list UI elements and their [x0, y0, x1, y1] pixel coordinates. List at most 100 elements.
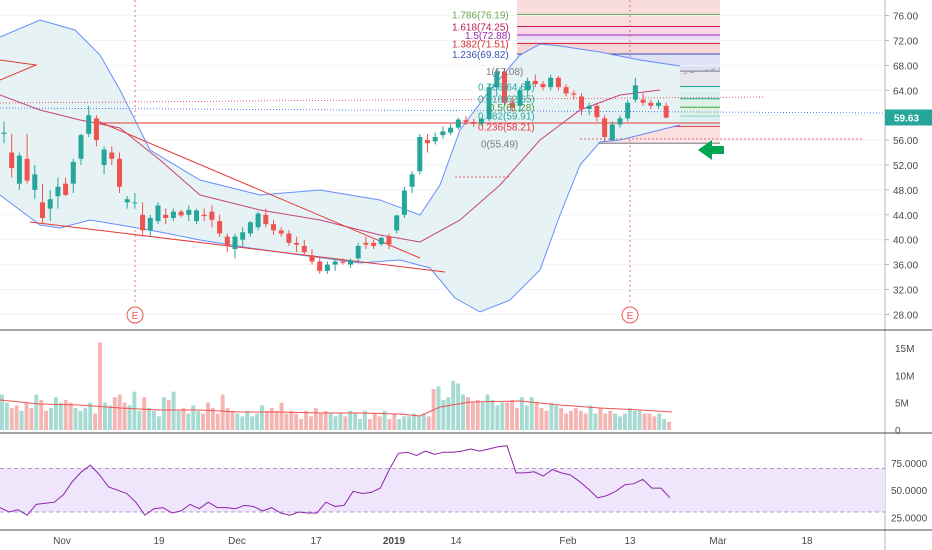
candle-body: [448, 127, 454, 133]
volume-bar: [456, 383, 461, 430]
candle-body: [532, 80, 538, 85]
candle-body: [440, 131, 446, 136]
volume-bar: [14, 405, 19, 430]
time-axis: Nov 19 Dec 17 2019 14 Feb 13 Mar 18: [53, 536, 813, 547]
bollinger-area: [0, 20, 680, 312]
volume-bar: [627, 408, 632, 430]
volume-bar: [53, 397, 58, 430]
candle-body: [16, 155, 22, 184]
rsi-panel[interactable]: 75.0000 50.0000 25.0000: [0, 445, 928, 525]
price-axis-bg: [885, 0, 932, 330]
volume-bar: [377, 416, 382, 430]
price-tick-label: 68.00: [893, 61, 918, 72]
volume-bar: [392, 413, 397, 430]
volume-bar: [83, 408, 88, 430]
fib-label: 1(67.08): [486, 67, 523, 78]
candle-body: [324, 264, 330, 271]
volume-bar: [103, 402, 107, 430]
candle-body: [170, 211, 176, 218]
fib-label: 1.382(71.51): [452, 40, 509, 51]
volume-bar: [397, 419, 402, 430]
candle-body: [663, 105, 669, 118]
volume-bar: [98, 342, 103, 430]
volume-bar: [618, 416, 622, 430]
volume-bar: [348, 410, 353, 430]
volume-tick-label: 15M: [895, 344, 914, 355]
volume-bar: [480, 402, 485, 430]
volume-bar: [161, 397, 166, 430]
candle-body: [209, 211, 215, 220]
earnings-label: E: [627, 311, 634, 322]
candle-body: [294, 242, 300, 245]
volume-bar: [544, 410, 549, 430]
volume-bar: [559, 408, 564, 430]
volume-bar: [608, 410, 613, 430]
rsi-series: [0, 445, 671, 516]
fib-label: 1.618(74.25): [452, 22, 509, 33]
volume-bar: [122, 402, 127, 430]
volume-bar: [510, 399, 515, 430]
volume-bar: [657, 413, 662, 430]
candle-body: [525, 80, 531, 91]
candle-body: [132, 202, 138, 204]
rsi-line: [0, 445, 885, 516]
candle-body: [486, 87, 492, 119]
panel-separators: [0, 329, 932, 531]
volume-bar: [421, 413, 426, 430]
volume-bar: [240, 416, 245, 430]
volume-bar: [412, 413, 416, 430]
price-tick-label: 52.00: [893, 161, 918, 172]
candle-body: [517, 90, 523, 106]
candle-body: [263, 214, 269, 225]
time-tick-label: Dec: [228, 536, 246, 547]
rsi-band: [0, 468, 885, 512]
volume-bar: [642, 413, 647, 430]
candle-body: [502, 71, 507, 103]
time-tick-label: Nov: [53, 536, 71, 547]
volume-bar: [78, 410, 83, 430]
volume-bar: [299, 419, 304, 430]
volume-bar: [304, 410, 309, 430]
candle-body: [317, 261, 323, 271]
volume-bar: [524, 405, 529, 430]
volume-bar: [573, 408, 578, 430]
volume-bar: [269, 408, 274, 430]
candle-body: [247, 222, 253, 234]
candle-body: [509, 102, 515, 108]
candle-body: [63, 183, 69, 195]
candle-body: [255, 213, 261, 228]
candle-body: [386, 236, 392, 245]
candle-body: [9, 152, 15, 169]
green-arrow-icon: [698, 140, 724, 160]
volume-bar: [485, 394, 490, 430]
volume-bar: [210, 408, 215, 430]
volume-bar: [152, 410, 156, 430]
candle-body: [455, 119, 461, 128]
volume-bar: [147, 408, 152, 430]
volume-bar: [426, 416, 431, 430]
volume-bar: [176, 410, 181, 430]
volume-bar: [44, 410, 49, 430]
volume-bar: [603, 413, 608, 430]
candle-body: [540, 84, 546, 88]
candle-body: [201, 214, 207, 217]
candle-body: [278, 230, 284, 234]
volume-bar: [539, 408, 544, 430]
fib-zone-top: [517, 0, 720, 15]
price-tick-label: 72.00: [893, 36, 918, 47]
candle-body: [478, 118, 484, 124]
volume-bar: [4, 402, 9, 430]
volume-bar: [529, 397, 534, 430]
volume-bar: [475, 399, 480, 430]
volume-axis: 15M 10M 5M 0: [895, 344, 914, 437]
candle-body: [363, 242, 369, 245]
volume-panel[interactable]: 15M 10M 5M 0: [0, 342, 914, 437]
time-tick-label: 17: [310, 536, 322, 547]
volume-bar: [73, 408, 78, 430]
volume-bar: [588, 405, 593, 430]
candle-body: [617, 118, 623, 125]
volume-bar: [284, 413, 289, 430]
fib-zone: [517, 43, 720, 55]
volume-bar: [343, 416, 348, 430]
